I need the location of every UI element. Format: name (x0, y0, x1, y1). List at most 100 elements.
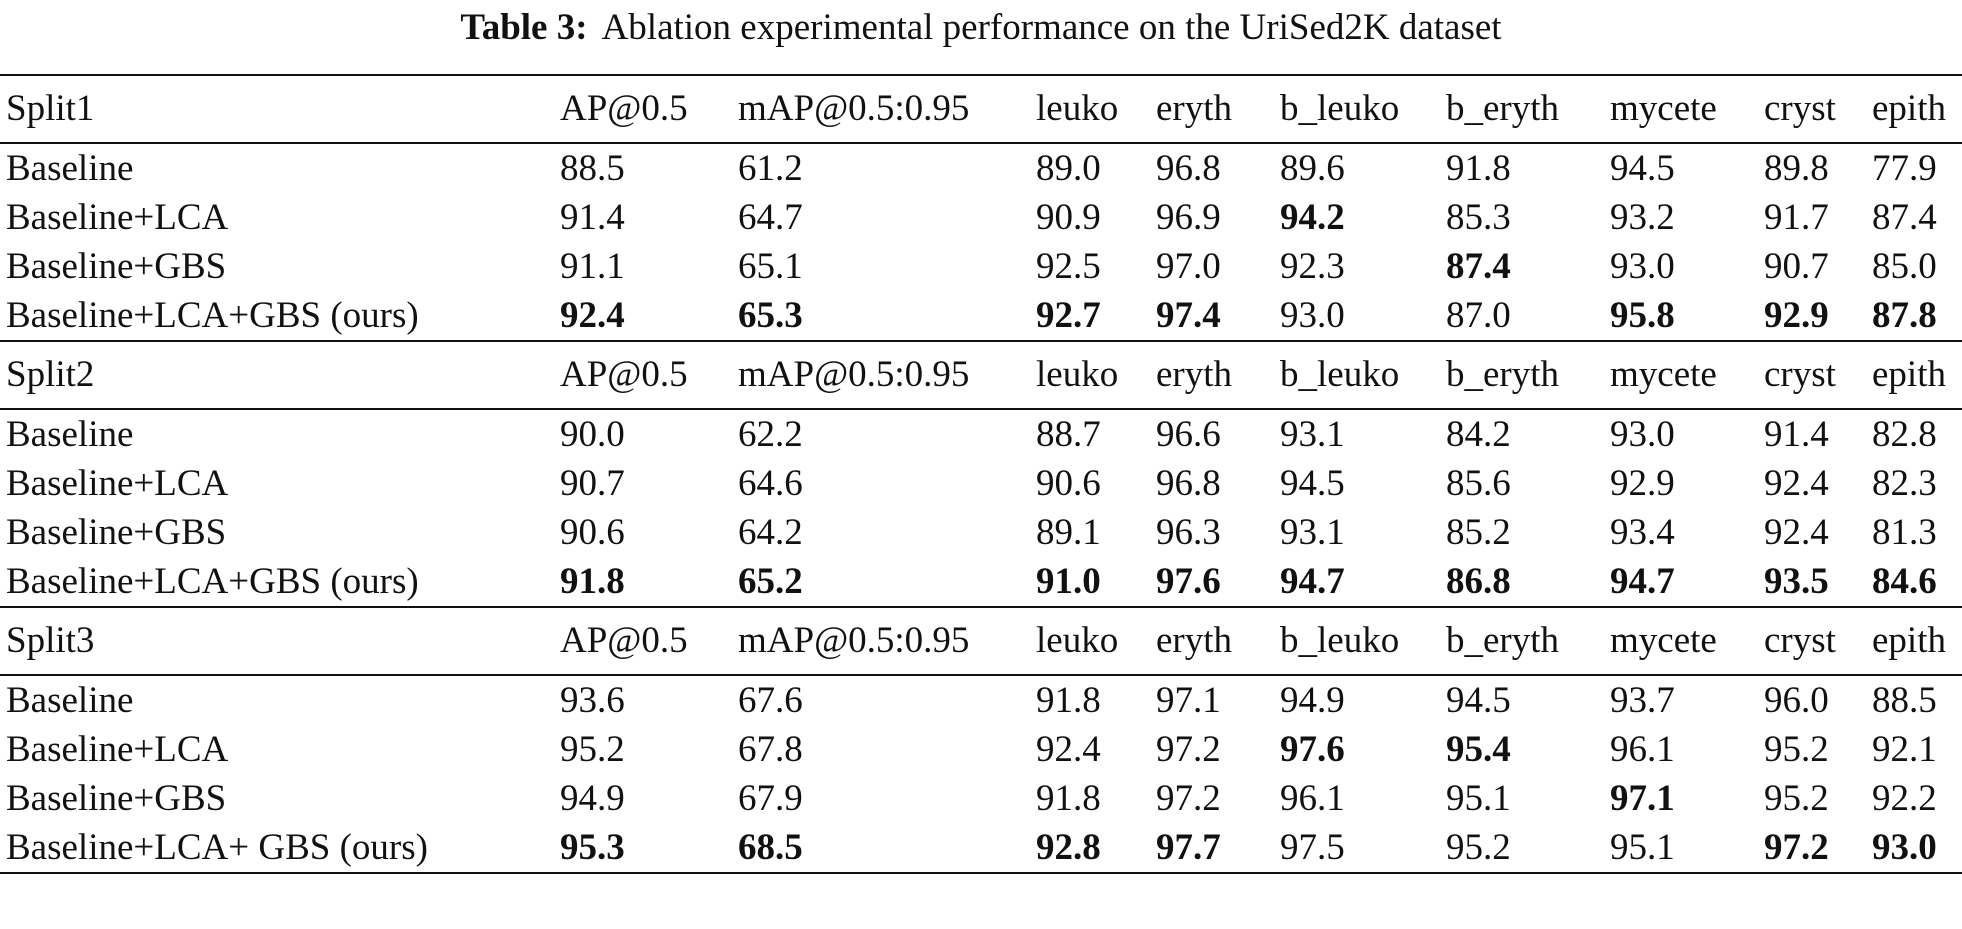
metric-value: 93.6 (560, 680, 625, 721)
metric-value: 95.2 (1764, 729, 1829, 770)
metric-value: 95.2 (560, 729, 625, 770)
metric-value: 96.6 (1156, 414, 1221, 455)
metric-value: 90.6 (560, 512, 625, 553)
metric-value: 87.8 (1872, 295, 1937, 336)
method-name: Baseline+LCA+GBS (ours) (6, 561, 419, 602)
metric-value: 92.2 (1872, 778, 1937, 819)
column-header: cryst (1758, 340, 1866, 410)
metric-value: 97.4 (1156, 295, 1221, 336)
metric-value: 95.1 (1446, 778, 1511, 819)
metric-value: 97.5 (1274, 823, 1440, 874)
metric-value: 95.3 (554, 823, 732, 874)
column-header: b_leuko (1274, 606, 1440, 676)
metric-value: 97.2 (1758, 823, 1866, 874)
metric-value: 92.3 (1280, 246, 1345, 287)
method-name: Baseline (6, 680, 134, 721)
method-name: Baseline+LCA+ GBS (ours) (0, 823, 554, 874)
metric-value: 93.0 (1866, 823, 1962, 874)
metric-value: 96.3 (1156, 512, 1221, 553)
metric-value: 89.1 (1036, 512, 1101, 553)
column-header: b_leuko (1274, 340, 1440, 410)
column-header: eryth (1150, 606, 1274, 676)
metric-value: 64.6 (738, 463, 803, 504)
column-header: b_eryth (1440, 606, 1604, 676)
metric-value: 93.1 (1280, 414, 1345, 455)
table-row: Baseline+LCA 95.2 67.8 92.4 97.2 97.6 95.4 96.1… (0, 725, 1962, 774)
metric-value: 92.7 (1036, 295, 1101, 336)
metric-value: 84.2 (1446, 414, 1511, 455)
metric-value: 86.8 (1446, 561, 1511, 602)
metric-value: 96.1 (1610, 729, 1675, 770)
metric-value: 67.6 (738, 680, 803, 721)
metric-value: 82.3 (1872, 463, 1937, 504)
column-header: cryst (1758, 74, 1866, 144)
metric-value: 61.2 (738, 148, 803, 189)
metric-value: 87.4 (1872, 197, 1937, 238)
table-row: Baseline+LCA 90.7 64.6 90.6 96.8 94.5 85.6 92.9… (0, 459, 1962, 508)
metric-value: 89.0 (1036, 148, 1101, 189)
metric-value: 91.8 (1036, 680, 1101, 721)
method-name: Baseline+LCA+GBS (ours) (6, 295, 419, 336)
method-name: Baseline+GBS (6, 778, 227, 819)
metric-value: 93.5 (1764, 561, 1829, 602)
metric-value: 91.1 (560, 246, 625, 287)
metric-value: 95.4 (1446, 729, 1511, 770)
metric-value: 94.5 (1446, 680, 1511, 721)
metric-value: 92.4 (1764, 463, 1829, 504)
metric-value: 82.8 (1872, 414, 1937, 455)
metric-value: 87.0 (1446, 295, 1511, 336)
metric-value: 96.0 (1764, 680, 1829, 721)
metric-value: 94.5 (1280, 463, 1345, 504)
metric-value: 89.8 (1764, 148, 1829, 189)
metric-value: 91.7 (1764, 197, 1829, 238)
metric-value: 65.2 (738, 561, 803, 602)
metric-value: 94.7 (1280, 561, 1345, 602)
metric-value: 65.1 (738, 246, 803, 287)
column-header: mAP@0.5:0.95 (732, 606, 1030, 676)
metric-value: 92.9 (1764, 295, 1829, 336)
split-header-row: Split3 AP@0.5 mAP@0.5:0.95 leuko eryth b_leuk… (0, 606, 1962, 676)
column-header: b_eryth (1440, 340, 1604, 410)
metric-value: 88.7 (1036, 414, 1101, 455)
metric-value: 91.4 (560, 197, 625, 238)
table-row: Baseline+LCA+GBS (ours) 91.8 65.2 91.0 97.6 9… (0, 557, 1962, 607)
column-header: mycete (1604, 606, 1758, 676)
metric-value: 90.0 (560, 414, 625, 455)
column-header: cryst (1758, 606, 1866, 676)
column-header: eryth (1150, 74, 1274, 144)
metric-value: 96.8 (1156, 148, 1221, 189)
metric-value: 94.9 (1280, 680, 1345, 721)
metric-value: 97.6 (1280, 729, 1345, 770)
table-row: Baseline+LCA 91.4 64.7 90.9 96.9 94.2 85.3 93.2… (0, 193, 1962, 242)
column-header: leuko (1030, 606, 1150, 676)
metric-value: 62.2 (738, 414, 803, 455)
metric-value: 93.4 (1610, 512, 1675, 553)
metric-value: 90.9 (1036, 197, 1101, 238)
column-header: mycete (1604, 340, 1758, 410)
metric-value: 91.0 (1036, 561, 1101, 602)
metric-value: 95.2 (1440, 823, 1604, 874)
metric-value: 93.0 (1610, 414, 1675, 455)
column-header: b_leuko (1274, 74, 1440, 144)
metric-value: 68.5 (732, 823, 1030, 874)
metric-value: 64.2 (738, 512, 803, 553)
metric-value: 81.3 (1872, 512, 1937, 553)
metric-value: 91.8 (560, 561, 625, 602)
column-header: eryth (1150, 340, 1274, 410)
metric-value: 94.9 (560, 778, 625, 819)
table-row: Baseline+GBS 94.9 67.9 91.8 97.2 96.1 95.1 97.1… (0, 774, 1962, 823)
metric-value: 93.1 (1280, 512, 1345, 553)
metric-value: 92.4 (1764, 512, 1829, 553)
column-header: epith (1866, 340, 1962, 410)
column-header: AP@0.5 (554, 606, 732, 676)
table-caption-label: Table 3: (460, 7, 588, 48)
metric-value: 90.7 (560, 463, 625, 504)
metric-value: 85.0 (1872, 246, 1937, 287)
method-name: Baseline (6, 414, 134, 455)
metric-value: 90.6 (1036, 463, 1101, 504)
column-header: mAP@0.5:0.95 (732, 340, 1030, 410)
column-header: epith (1866, 74, 1962, 144)
metric-value: 85.6 (1446, 463, 1511, 504)
metric-value: 92.9 (1610, 463, 1675, 504)
metric-value: 92.4 (1036, 729, 1101, 770)
